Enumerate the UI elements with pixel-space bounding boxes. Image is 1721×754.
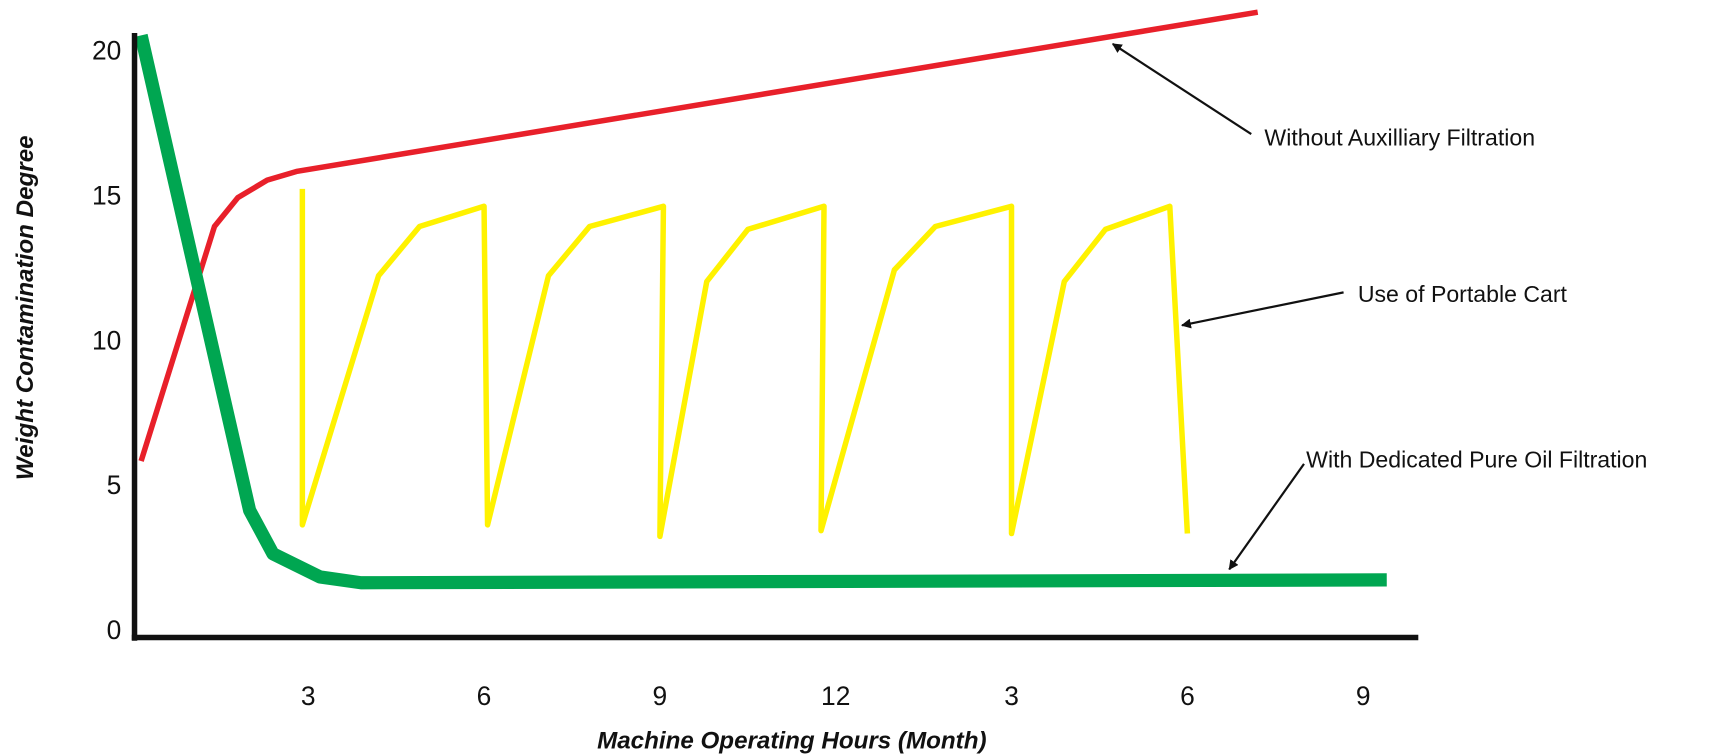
annotation-arrow	[1228, 463, 1305, 571]
x-tick-label: 12	[821, 681, 850, 711]
annotation-arrow	[1111, 43, 1252, 136]
x-tick-label: 3	[301, 681, 316, 711]
y-tick-label: 0	[107, 615, 122, 645]
series-annotation: Use of Portable Cart	[1358, 281, 1568, 307]
x-tick-label: 9	[1356, 681, 1371, 711]
series-annotation: Without Auxilliary Filtration	[1264, 125, 1535, 151]
x-tick-label: 6	[477, 681, 492, 711]
y-tick-label: 20	[92, 36, 121, 66]
annotation-arrow	[1181, 291, 1344, 329]
x-axis-label: Machine Operating Hours (Month)	[597, 727, 986, 754]
y-tick-label: 5	[107, 470, 122, 500]
series-line	[138, 9, 1259, 462]
y-axis-label: Weight Contamination Degree	[12, 135, 39, 480]
series-line	[299, 188, 1191, 540]
series-line	[134, 33, 1387, 590]
y-tick-label: 15	[92, 181, 121, 211]
y-tick-label: 10	[92, 325, 121, 355]
x-tick-label: 6	[1180, 681, 1195, 711]
x-tick-label: 3	[1004, 681, 1019, 711]
series-annotation: With Dedicated Pure Oil Filtration	[1306, 447, 1647, 473]
x-tick-label: 9	[653, 681, 668, 711]
